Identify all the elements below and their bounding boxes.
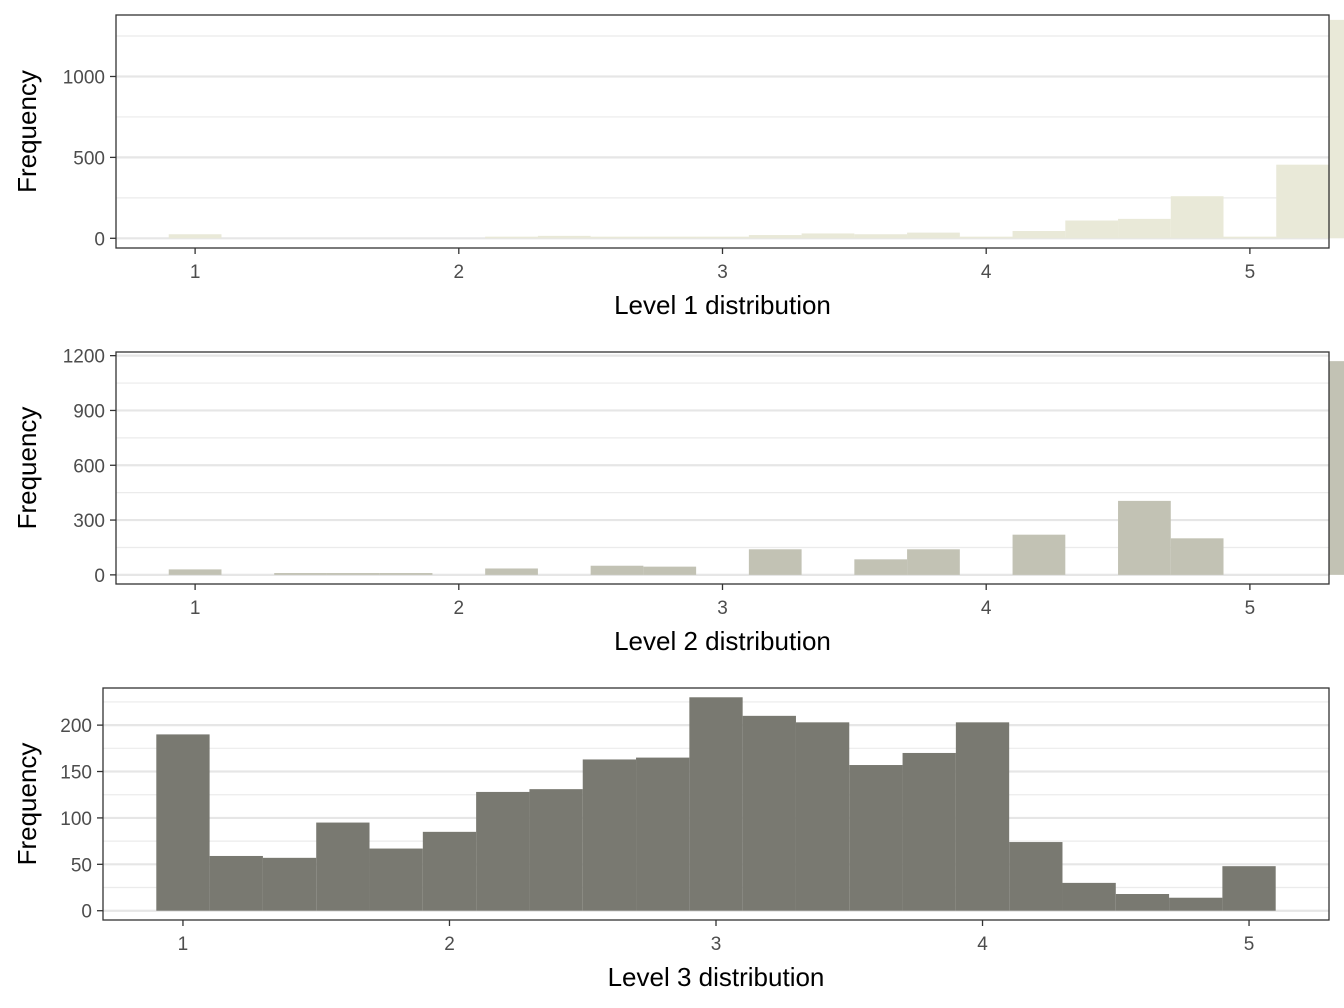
histogram-bar [316, 822, 370, 911]
histogram-bar [582, 759, 637, 911]
histogram-bar [326, 573, 380, 575]
histogram-bar [748, 549, 802, 575]
histogram-bar [1223, 236, 1277, 239]
histogram-bar [529, 789, 583, 911]
histogram-bar [1062, 882, 1116, 911]
panel-background [116, 15, 1329, 248]
y-tick-label: 300 [73, 511, 105, 532]
y-tick-label: 50 [71, 855, 92, 876]
x-tick-label: 4 [977, 934, 988, 955]
histogram-bar [156, 734, 210, 911]
histogram-bar [1170, 196, 1224, 239]
histogram-panel-3: 0 50 100 150 200 1 2 3 4 5 Level 3 distribution Fre… [12, 687, 1330, 992]
y-tick-label: 0 [81, 902, 92, 923]
y-axis-title: Frequency [12, 743, 42, 866]
histogram-bar [959, 236, 1013, 239]
y-tick-label: 0 [94, 566, 105, 587]
histogram-bar [1169, 897, 1223, 911]
x-axis-title: Level 2 distribution [614, 626, 831, 656]
histogram-bar [1329, 361, 1344, 575]
histogram-bar [849, 765, 903, 911]
histogram-bar [590, 236, 644, 239]
x-tick-label: 4 [981, 262, 992, 283]
histogram-bar [636, 757, 690, 911]
histogram-bar [1222, 866, 1276, 911]
histogram-bar [485, 568, 538, 575]
histogram-bar [590, 565, 644, 575]
histogram-bar [742, 715, 796, 911]
histogram-bar [369, 848, 423, 911]
x-tick-label: 1 [178, 934, 189, 955]
histogram-bar [1012, 534, 1066, 575]
x-tick-label: 3 [711, 934, 722, 955]
x-tick-label: 5 [1244, 934, 1255, 955]
histogram-bar [1118, 218, 1171, 239]
y-tick-label: 150 [60, 763, 92, 784]
histogram-bar [854, 559, 908, 575]
histogram-bar [537, 235, 591, 239]
histogram-bar [1065, 220, 1119, 239]
y-tick-label: 100 [60, 809, 92, 830]
y-tick-label: 900 [73, 401, 105, 422]
x-axis-title: Level 1 distribution [614, 290, 831, 320]
histogram-bar [643, 566, 697, 575]
x-tick-label: 3 [717, 598, 728, 619]
y-tick-label: 600 [73, 456, 105, 477]
histogram-bar [168, 234, 222, 239]
x-tick-label: 1 [190, 598, 201, 619]
histogram-bar [643, 236, 697, 239]
histogram-bar [902, 752, 956, 911]
histogram-panel-2: 0 300 600 900 1200 1 2 3 4 5 Level 2 distribution F… [12, 347, 1344, 656]
histogram-bar [1276, 164, 1329, 239]
y-tick-label: 1000 [63, 67, 105, 88]
histogram-bar [689, 697, 743, 911]
histogram-bar [422, 831, 477, 911]
histogram-panel-1: 0 500 1000 1 2 3 4 5 Level 1 distribution Frequen… [12, 14, 1344, 320]
histogram-bar [476, 791, 530, 911]
histogram-bar [1115, 894, 1170, 911]
x-tick-label: 4 [981, 598, 992, 619]
x-tick-label: 1 [190, 262, 201, 283]
histogram-bar [1170, 538, 1224, 575]
x-axis-title: Level 3 distribution [608, 962, 825, 992]
histogram-bar [955, 722, 1010, 911]
x-tick-label: 2 [444, 934, 455, 955]
histogram-bar [262, 857, 317, 911]
histogram-bar [795, 722, 850, 911]
y-axis-title: Frequency [12, 407, 42, 530]
x-tick-label: 5 [1245, 598, 1256, 619]
y-tick-label: 0 [94, 229, 105, 250]
histogram-bar [907, 549, 960, 575]
x-tick-label: 2 [454, 262, 465, 283]
y-axis-title: Frequency [12, 70, 42, 193]
histogram-bar [1118, 500, 1171, 575]
x-tick-label: 5 [1245, 262, 1256, 283]
histogram-bar [696, 236, 749, 239]
y-tick-label: 200 [60, 716, 92, 737]
histogram-bar [748, 235, 802, 239]
y-tick-label: 1200 [63, 347, 105, 368]
histogram-bar [485, 236, 538, 239]
y-tick-label: 500 [73, 148, 105, 169]
histogram-bar [274, 573, 327, 575]
histogram-bar [168, 569, 222, 575]
histogram-bar [1012, 231, 1066, 239]
histogram-bar [854, 234, 908, 239]
x-tick-label: 2 [454, 598, 465, 619]
histogram-bar [209, 855, 263, 911]
histogram-bar [801, 233, 855, 239]
histogram-bar [1009, 842, 1063, 911]
histogram-bar [1329, 19, 1344, 239]
histogram-bar [907, 232, 960, 239]
x-tick-label: 3 [717, 262, 728, 283]
histogram-bar [379, 573, 433, 575]
